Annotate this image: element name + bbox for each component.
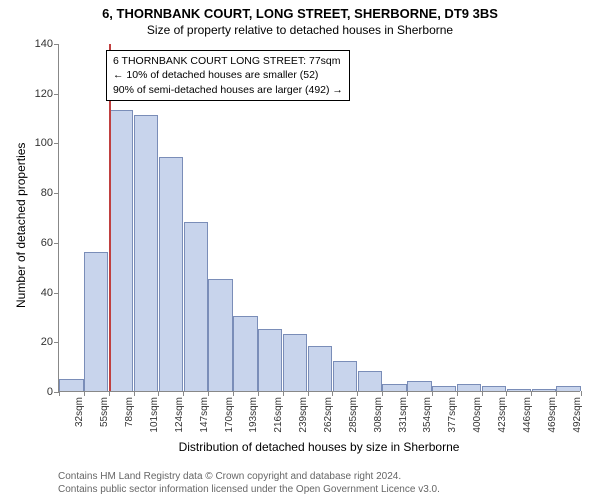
x-tick-mark — [332, 391, 333, 396]
y-tick-mark — [54, 143, 59, 144]
y-tick-mark — [54, 94, 59, 95]
y-axis-label: Number of detached properties — [14, 143, 28, 308]
x-tick-label: 124sqm — [174, 397, 185, 433]
x-tick-label: 331sqm — [398, 397, 409, 433]
histogram-bar — [507, 389, 531, 391]
page-title: 6, THORNBANK COURT, LONG STREET, SHERBOR… — [0, 0, 600, 21]
y-tick-mark — [54, 293, 59, 294]
info-box-line: 6 THORNBANK COURT LONG STREET: 77sqm — [113, 54, 343, 68]
info-box: 6 THORNBANK COURT LONG STREET: 77sqm← 10… — [106, 50, 350, 101]
histogram-bar — [184, 222, 208, 391]
histogram-bar — [532, 389, 556, 391]
x-tick-mark — [84, 391, 85, 396]
histogram-bar — [333, 361, 357, 391]
footer-attribution: Contains HM Land Registry data © Crown c… — [58, 470, 592, 496]
histogram-bar — [233, 316, 257, 391]
x-tick-label: 400sqm — [472, 397, 483, 433]
histogram-bar — [159, 157, 183, 391]
x-tick-mark — [158, 391, 159, 396]
x-tick-label: 354sqm — [422, 397, 433, 433]
x-tick-mark — [233, 391, 234, 396]
x-tick-label: 193sqm — [248, 397, 259, 433]
histogram-bar — [432, 386, 456, 391]
x-tick-label: 469sqm — [547, 397, 558, 433]
x-tick-mark — [581, 391, 582, 396]
info-box-line: 90% of semi-detached houses are larger (… — [113, 83, 343, 97]
x-tick-mark — [407, 391, 408, 396]
x-tick-label: 446sqm — [522, 397, 533, 433]
x-tick-mark — [109, 391, 110, 396]
x-tick-mark — [457, 391, 458, 396]
x-tick-mark — [432, 391, 433, 396]
page-subtitle: Size of property relative to detached ho… — [0, 21, 600, 37]
x-tick-label: 170sqm — [224, 397, 235, 433]
x-tick-mark — [183, 391, 184, 396]
footer-line-1: Contains HM Land Registry data © Crown c… — [58, 470, 592, 483]
x-tick-mark — [506, 391, 507, 396]
x-tick-mark — [308, 391, 309, 396]
histogram-bar — [208, 279, 232, 391]
x-tick-label: 492sqm — [572, 397, 583, 433]
histogram-bar — [407, 381, 431, 391]
x-tick-label: 55sqm — [99, 397, 110, 427]
histogram-bar — [109, 110, 133, 391]
y-tick-mark — [54, 342, 59, 343]
x-tick-label: 101sqm — [149, 397, 160, 433]
x-tick-label: 147sqm — [199, 397, 210, 433]
x-tick-mark — [357, 391, 358, 396]
x-tick-label: 262sqm — [323, 397, 334, 433]
histogram-bar — [556, 386, 580, 391]
histogram-bar — [258, 329, 282, 391]
x-tick-mark — [208, 391, 209, 396]
x-tick-label: 308sqm — [373, 397, 384, 433]
x-tick-mark — [482, 391, 483, 396]
y-tick-mark — [54, 44, 59, 45]
x-tick-mark — [258, 391, 259, 396]
footer-line-2: Contains public sector information licen… — [58, 483, 592, 496]
x-tick-mark — [59, 391, 60, 396]
x-tick-mark — [134, 391, 135, 396]
histogram-bar — [308, 346, 332, 391]
histogram-bar — [457, 384, 481, 391]
histogram-chart: 6 THORNBANK COURT LONG STREET: 77sqm← 10… — [58, 44, 580, 392]
y-tick-mark — [54, 193, 59, 194]
x-tick-mark — [556, 391, 557, 396]
y-tick-mark — [54, 243, 59, 244]
x-tick-label: 423sqm — [497, 397, 508, 433]
x-tick-label: 78sqm — [124, 397, 135, 427]
x-tick-mark — [382, 391, 383, 396]
x-axis-label: Distribution of detached houses by size … — [58, 440, 580, 454]
info-box-line: ← 10% of detached houses are smaller (52… — [113, 68, 343, 82]
histogram-bar — [59, 379, 83, 391]
histogram-bar — [382, 384, 406, 391]
histogram-bar — [358, 371, 382, 391]
x-tick-label: 377sqm — [447, 397, 458, 433]
histogram-bar — [84, 252, 108, 391]
histogram-bar — [134, 115, 158, 391]
x-tick-mark — [531, 391, 532, 396]
histogram-bar — [283, 334, 307, 391]
x-tick-label: 216sqm — [273, 397, 284, 433]
x-tick-label: 239sqm — [298, 397, 309, 433]
histogram-bar — [482, 386, 506, 391]
x-tick-label: 32sqm — [74, 397, 85, 427]
x-tick-label: 285sqm — [348, 397, 359, 433]
x-tick-mark — [283, 391, 284, 396]
